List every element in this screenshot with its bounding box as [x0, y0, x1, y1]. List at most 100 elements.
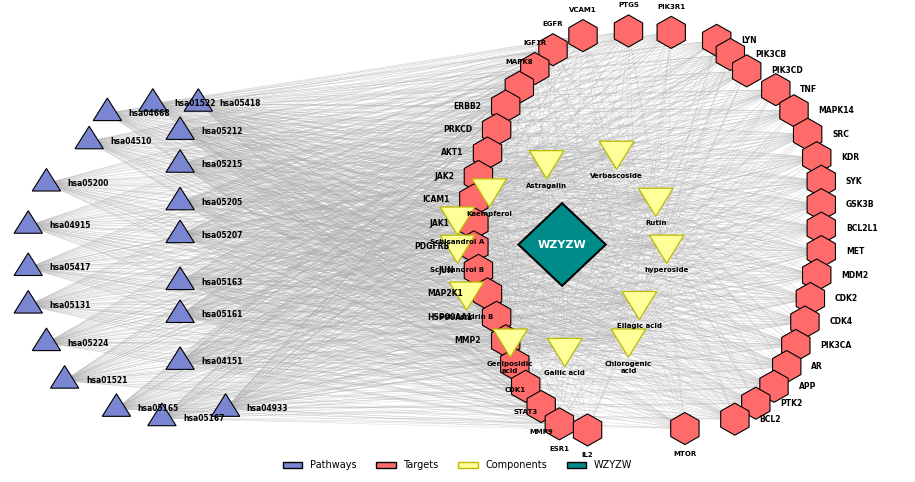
Text: Schisandrol B: Schisandrol B — [430, 267, 485, 273]
Polygon shape — [807, 165, 835, 197]
Polygon shape — [491, 325, 520, 357]
Text: MAP2K1: MAP2K1 — [427, 289, 463, 298]
Text: AR: AR — [812, 362, 823, 371]
Polygon shape — [459, 184, 488, 216]
Text: VCAM1: VCAM1 — [569, 7, 597, 13]
Polygon shape — [793, 118, 822, 150]
Polygon shape — [742, 387, 770, 419]
Text: MMP2: MMP2 — [455, 336, 481, 345]
Text: MMP9: MMP9 — [529, 429, 553, 435]
Text: CDK4: CDK4 — [830, 318, 853, 326]
Text: hsa04668: hsa04668 — [129, 108, 170, 118]
Text: Rutin: Rutin — [645, 220, 666, 226]
Text: ESR1: ESR1 — [549, 446, 569, 452]
Text: MDM2: MDM2 — [841, 270, 868, 280]
Polygon shape — [657, 16, 685, 48]
Text: BCL2: BCL2 — [759, 415, 780, 424]
Text: Verbascoside: Verbascoside — [590, 173, 643, 179]
Polygon shape — [807, 212, 835, 244]
Polygon shape — [599, 141, 634, 170]
Text: hsa05131: hsa05131 — [49, 301, 91, 310]
Polygon shape — [440, 207, 475, 235]
Text: hsa05224: hsa05224 — [68, 338, 109, 348]
Polygon shape — [703, 24, 731, 56]
Text: Astragalin: Astragalin — [526, 183, 567, 188]
Polygon shape — [802, 259, 831, 291]
Polygon shape — [547, 338, 582, 367]
Polygon shape — [32, 328, 60, 350]
Polygon shape — [501, 348, 529, 380]
Polygon shape — [611, 329, 646, 357]
Text: hsa04151: hsa04151 — [201, 357, 242, 366]
Polygon shape — [166, 300, 194, 322]
Polygon shape — [166, 150, 194, 172]
Text: hyperoside: hyperoside — [644, 267, 689, 273]
Text: SRC: SRC — [832, 130, 849, 139]
Polygon shape — [574, 414, 602, 446]
Polygon shape — [622, 292, 657, 320]
Text: JAK2: JAK2 — [434, 172, 454, 181]
Text: hsa05200: hsa05200 — [68, 179, 109, 188]
Text: IGF1R: IGF1R — [523, 40, 546, 46]
Text: MET: MET — [845, 247, 864, 256]
Text: BCL2L1: BCL2L1 — [845, 224, 877, 233]
Polygon shape — [721, 403, 749, 435]
Polygon shape — [650, 235, 684, 263]
Text: PIK3CA: PIK3CA — [821, 341, 852, 350]
Text: hsa05161: hsa05161 — [201, 310, 242, 320]
Polygon shape — [545, 408, 574, 440]
Polygon shape — [491, 90, 520, 122]
Text: CDK2: CDK2 — [834, 294, 858, 303]
Polygon shape — [14, 291, 42, 313]
Text: GSK3B: GSK3B — [845, 200, 875, 209]
Text: hsa05418: hsa05418 — [220, 99, 261, 108]
Legend: Pathways, Targets, Components, WZYZW: Pathways, Targets, Components, WZYZW — [279, 456, 636, 474]
Text: hsa05212: hsa05212 — [201, 127, 242, 136]
Text: JAK1: JAK1 — [429, 219, 449, 228]
Polygon shape — [772, 350, 801, 383]
Polygon shape — [464, 161, 492, 192]
Polygon shape — [569, 20, 597, 52]
Text: Ellagic acid: Ellagic acid — [617, 323, 662, 329]
Polygon shape — [671, 413, 699, 444]
Polygon shape — [449, 282, 484, 310]
Polygon shape — [791, 306, 819, 338]
Text: hsa05167: hsa05167 — [183, 414, 225, 423]
Text: hsa01521: hsa01521 — [86, 376, 127, 385]
Polygon shape — [166, 267, 194, 290]
Polygon shape — [781, 329, 810, 362]
Polygon shape — [539, 34, 567, 66]
Text: IL2: IL2 — [582, 453, 593, 458]
Text: MTOR: MTOR — [673, 451, 696, 457]
Polygon shape — [75, 126, 103, 149]
Polygon shape — [482, 301, 511, 334]
Polygon shape — [796, 282, 824, 315]
Text: Schisandrol A: Schisandrol A — [430, 239, 485, 245]
Polygon shape — [761, 74, 790, 106]
Polygon shape — [473, 137, 501, 169]
Polygon shape — [807, 188, 835, 221]
Text: hsa04510: hsa04510 — [111, 137, 152, 146]
Polygon shape — [184, 89, 212, 111]
Text: EGFR: EGFR — [543, 21, 564, 27]
Polygon shape — [780, 94, 808, 127]
Text: PIK3CD: PIK3CD — [771, 67, 803, 75]
Polygon shape — [472, 179, 507, 207]
Polygon shape — [102, 394, 131, 416]
Polygon shape — [14, 253, 42, 276]
Polygon shape — [459, 231, 488, 263]
Text: hsa05205: hsa05205 — [201, 198, 242, 207]
Text: PIK3R1: PIK3R1 — [657, 4, 685, 10]
Text: PTGS: PTGS — [618, 2, 639, 9]
Text: Gallic acid: Gallic acid — [544, 370, 586, 376]
Text: ERBB2: ERBB2 — [453, 102, 481, 110]
Polygon shape — [802, 142, 831, 174]
Polygon shape — [759, 370, 788, 402]
Text: MAPK14: MAPK14 — [819, 106, 855, 115]
Text: hsa05215: hsa05215 — [201, 160, 242, 169]
Text: TNF: TNF — [801, 85, 817, 94]
Polygon shape — [459, 207, 488, 240]
Polygon shape — [493, 329, 528, 357]
Polygon shape — [521, 53, 549, 84]
Polygon shape — [166, 220, 194, 242]
